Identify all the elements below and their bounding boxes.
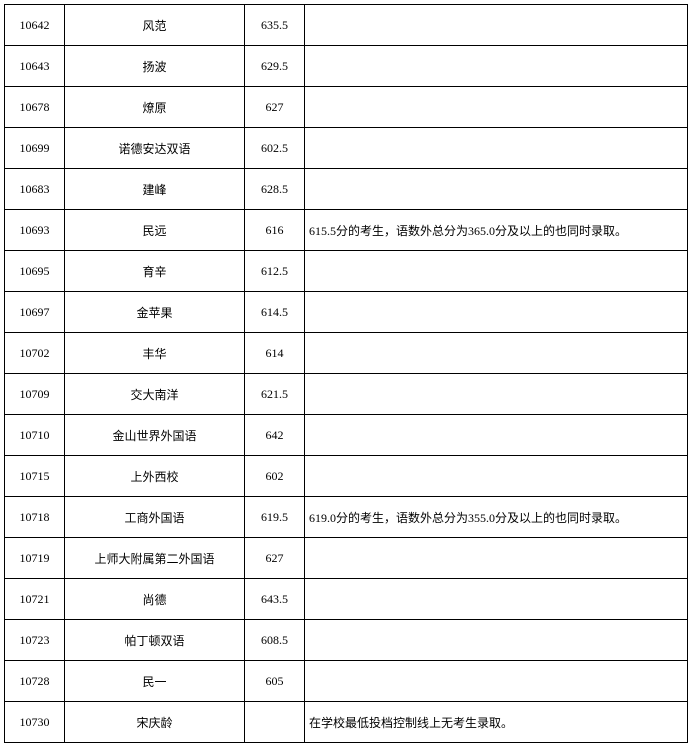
table-row: 10683建峰628.5 xyxy=(5,169,688,210)
cell-name: 育辛 xyxy=(65,251,245,292)
table-row: 10642风范635.5 xyxy=(5,5,688,46)
cell-code: 10699 xyxy=(5,128,65,169)
table-row: 10728民一605 xyxy=(5,661,688,702)
cell-name: 尚德 xyxy=(65,579,245,620)
cell-score: 627 xyxy=(245,538,305,579)
cell-code: 10678 xyxy=(5,87,65,128)
cell-name: 帕丁顿双语 xyxy=(65,620,245,661)
cell-score: 602.5 xyxy=(245,128,305,169)
cell-name: 民远 xyxy=(65,210,245,251)
cell-code: 10728 xyxy=(5,661,65,702)
cell-name: 交大南洋 xyxy=(65,374,245,415)
cell-note xyxy=(305,292,688,333)
cell-name: 上师大附属第二外国语 xyxy=(65,538,245,579)
cell-note xyxy=(305,169,688,210)
cell-code: 10683 xyxy=(5,169,65,210)
cell-name: 建峰 xyxy=(65,169,245,210)
cell-name: 工商外国语 xyxy=(65,497,245,538)
cell-code: 10723 xyxy=(5,620,65,661)
cell-note: 在学校最低投档控制线上无考生录取。 xyxy=(305,702,688,743)
cell-name: 诺德安达双语 xyxy=(65,128,245,169)
cell-name: 丰华 xyxy=(65,333,245,374)
cell-note xyxy=(305,415,688,456)
cell-code: 10693 xyxy=(5,210,65,251)
cell-score: 614 xyxy=(245,333,305,374)
cell-note xyxy=(305,46,688,87)
table-row: 10695育辛612.5 xyxy=(5,251,688,292)
cell-score: 635.5 xyxy=(245,5,305,46)
cell-note: 615.5分的考生，语数外总分为365.0分及以上的也同时录取。 xyxy=(305,210,688,251)
cell-note xyxy=(305,251,688,292)
cell-code: 10709 xyxy=(5,374,65,415)
cell-code: 10702 xyxy=(5,333,65,374)
cell-code: 10643 xyxy=(5,46,65,87)
cell-score: 642 xyxy=(245,415,305,456)
cell-note xyxy=(305,456,688,497)
cell-note xyxy=(305,374,688,415)
cell-score: 619.5 xyxy=(245,497,305,538)
cell-code: 10642 xyxy=(5,5,65,46)
cell-score: 608.5 xyxy=(245,620,305,661)
cell-note: 619.0分的考生，语数外总分为355.0分及以上的也同时录取。 xyxy=(305,497,688,538)
table-row: 10718工商外国语619.5619.0分的考生，语数外总分为355.0分及以上… xyxy=(5,497,688,538)
cell-score: 629.5 xyxy=(245,46,305,87)
cell-code: 10710 xyxy=(5,415,65,456)
cell-name: 金苹果 xyxy=(65,292,245,333)
cell-note xyxy=(305,87,688,128)
cell-note xyxy=(305,333,688,374)
cell-code: 10715 xyxy=(5,456,65,497)
table-row: 10710金山世界外国语642 xyxy=(5,415,688,456)
table-row: 10697金苹果614.5 xyxy=(5,292,688,333)
cell-score: 602 xyxy=(245,456,305,497)
cell-note xyxy=(305,5,688,46)
cell-name: 燎原 xyxy=(65,87,245,128)
cell-score: 612.5 xyxy=(245,251,305,292)
cell-note xyxy=(305,661,688,702)
cell-code: 10718 xyxy=(5,497,65,538)
table-row: 10721尚德643.5 xyxy=(5,579,688,620)
table-row: 10702丰华614 xyxy=(5,333,688,374)
cell-score: 643.5 xyxy=(245,579,305,620)
cell-name: 金山世界外国语 xyxy=(65,415,245,456)
cell-code: 10695 xyxy=(5,251,65,292)
cell-score: 621.5 xyxy=(245,374,305,415)
table-row: 10730宋庆龄 在学校最低投档控制线上无考生录取。 xyxy=(5,702,688,743)
cell-score: 605 xyxy=(245,661,305,702)
table-row: 10643扬波629.5 xyxy=(5,46,688,87)
cell-code: 10719 xyxy=(5,538,65,579)
table-row: 10719上师大附属第二外国语627 xyxy=(5,538,688,579)
cell-name: 宋庆龄 xyxy=(65,702,245,743)
table-body: 10642风范635.510643扬波629.510678燎原62710699诺… xyxy=(5,5,688,743)
cell-name: 风范 xyxy=(65,5,245,46)
cell-note xyxy=(305,579,688,620)
cell-note xyxy=(305,128,688,169)
cell-score: 627 xyxy=(245,87,305,128)
table-row: 10693民远616615.5分的考生，语数外总分为365.0分及以上的也同时录… xyxy=(5,210,688,251)
cell-score xyxy=(245,702,305,743)
cell-note xyxy=(305,538,688,579)
table-row: 10715上外西校602 xyxy=(5,456,688,497)
cell-score: 616 xyxy=(245,210,305,251)
cell-score: 628.5 xyxy=(245,169,305,210)
table-row: 10678燎原627 xyxy=(5,87,688,128)
table-row: 10709交大南洋621.5 xyxy=(5,374,688,415)
cell-name: 民一 xyxy=(65,661,245,702)
cell-code: 10697 xyxy=(5,292,65,333)
cell-code: 10730 xyxy=(5,702,65,743)
admission-score-table: 10642风范635.510643扬波629.510678燎原62710699诺… xyxy=(4,4,688,743)
cell-code: 10721 xyxy=(5,579,65,620)
cell-name: 扬波 xyxy=(65,46,245,87)
cell-name: 上外西校 xyxy=(65,456,245,497)
cell-note xyxy=(305,620,688,661)
cell-score: 614.5 xyxy=(245,292,305,333)
table-row: 10699诺德安达双语602.5 xyxy=(5,128,688,169)
table-row: 10723帕丁顿双语608.5 xyxy=(5,620,688,661)
